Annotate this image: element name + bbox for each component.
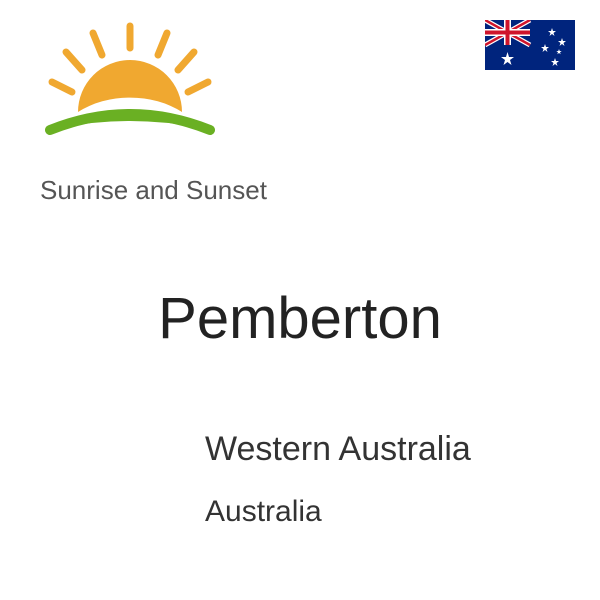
sunrise-logo [30,20,230,160]
page-subtitle: Sunrise and Sunset [40,175,267,206]
city-title: Pemberton [0,285,600,352]
region-label: Western Australia [205,430,471,469]
australia-flag-icon [485,20,575,70]
country-label: Australia [205,495,322,529]
flag-svg [485,20,575,70]
sunrise-icon [30,20,230,160]
